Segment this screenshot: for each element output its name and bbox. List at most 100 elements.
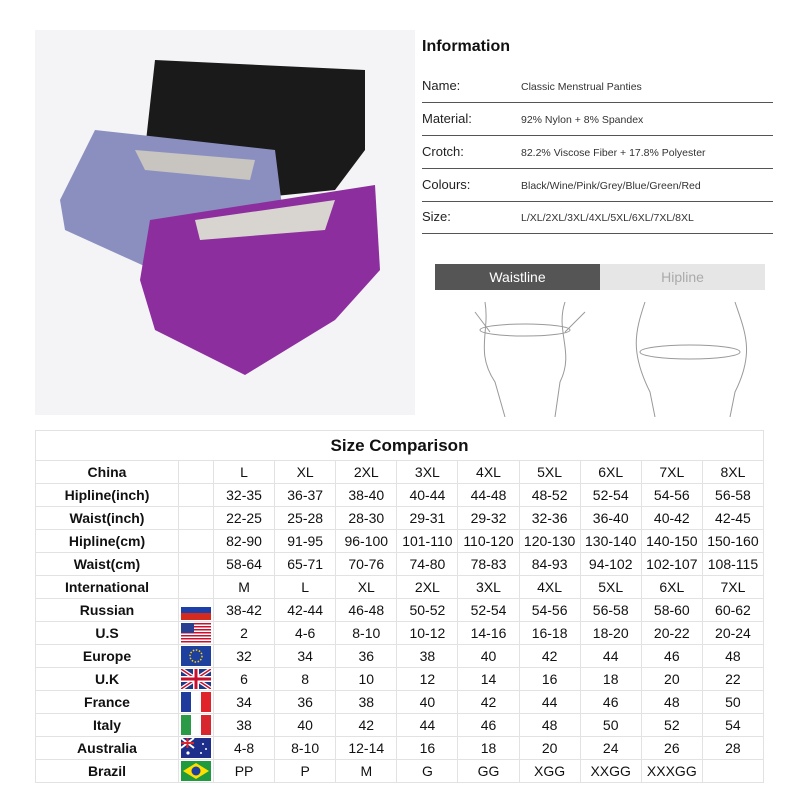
size-cell: 5XL — [579, 575, 642, 599]
size-cell: 94-102 — [579, 552, 642, 576]
size-cell: 16-18 — [518, 621, 581, 645]
size-cell: 46 — [579, 690, 642, 714]
table-row: Australia 4-8 8-10 12-14 16 18 20 24 26 28 — [35, 736, 765, 760]
row-label: U.K — [35, 667, 179, 691]
size-cell: 42-45 — [701, 506, 765, 530]
size-cell: 32 — [212, 644, 276, 668]
size-cell: 60-62 — [701, 598, 765, 622]
size-cell: 150-160 — [701, 529, 765, 553]
size-cell: XXGG — [579, 759, 642, 783]
row-label: France — [35, 690, 179, 714]
uk-flag-icon — [178, 667, 214, 691]
size-cell: 18-20 — [579, 621, 642, 645]
product-photo — [35, 30, 415, 415]
size-cell: XGG — [518, 759, 581, 783]
size-cell: L — [212, 460, 276, 484]
info-row-name: Name: Classic Menstrual Panties — [422, 72, 773, 103]
size-cell: 36 — [335, 644, 398, 668]
size-cell: 22 — [701, 667, 765, 691]
size-cell: 7XL — [701, 575, 765, 599]
size-cell: 24 — [579, 736, 642, 760]
size-cell: 54 — [701, 713, 765, 737]
size-cell: 6XL — [579, 460, 642, 484]
info-value: 82.2% Viscose Fiber + 17.8% Polyester — [521, 147, 706, 159]
size-cell: 38 — [335, 690, 398, 714]
table-row: U.K 6 8 10 12 14 16 18 20 22 — [35, 667, 765, 691]
usa-flag-icon — [178, 621, 214, 645]
size-cell: 48 — [701, 644, 765, 668]
info-label: Size: — [422, 209, 451, 224]
size-cell: 34 — [212, 690, 276, 714]
size-cell: 44 — [518, 690, 581, 714]
size-cell: 46 — [457, 713, 520, 737]
size-cell: 29-32 — [457, 506, 520, 530]
row-label: China — [35, 460, 179, 484]
size-cell: P — [274, 759, 337, 783]
table-row: Hipline(inch) 32-35 36-37 38-40 40-44 44-48 48… — [35, 483, 765, 507]
eu-flag-icon — [178, 644, 214, 668]
table-row: Italy 38 40 42 44 46 48 50 52 54 — [35, 713, 765, 737]
size-cell: 40 — [396, 690, 459, 714]
size-cell: 58-64 — [212, 552, 276, 576]
size-cell: 52-54 — [579, 483, 642, 507]
row-label: Hipline(cm) — [35, 529, 179, 553]
size-cell: G — [396, 759, 459, 783]
info-row-size: Size: L/XL/2XL/3XL/4XL/5XL/6XL/7XL/8XL — [422, 203, 773, 234]
size-cell: 2XL — [396, 575, 459, 599]
size-cell: 28-30 — [335, 506, 398, 530]
size-cell: 102-107 — [640, 552, 703, 576]
size-cell: 4-6 — [274, 621, 337, 645]
size-cell: 2XL — [335, 460, 398, 484]
size-cell: 140-150 — [640, 529, 703, 553]
size-cell: 10 — [335, 667, 398, 691]
size-cell: 6 — [212, 667, 276, 691]
tab-hipline: Hipline — [600, 264, 765, 290]
info-value: Black/Wine/Pink/Grey/Blue/Green/Red — [521, 180, 701, 192]
size-cell: 42 — [335, 713, 398, 737]
size-cell: 4XL — [457, 460, 520, 484]
flag-cell — [178, 483, 214, 507]
size-cell: 91-95 — [274, 529, 337, 553]
size-cell: 8-10 — [335, 621, 398, 645]
size-cell: 52-54 — [457, 598, 520, 622]
size-cell: 40-42 — [640, 506, 703, 530]
flag-cell — [178, 552, 214, 576]
size-cell: 22-25 — [212, 506, 276, 530]
table-row: Europe 32 34 36 38 40 42 44 46 48 — [35, 644, 765, 668]
size-cell: 38 — [396, 644, 459, 668]
table-row: Hipline(cm) 82-90 91-95 96-100 101-110 110-12… — [35, 529, 765, 553]
size-cell: 38 — [212, 713, 276, 737]
table-title: Size Comparison — [35, 430, 764, 461]
size-cell: 96-100 — [335, 529, 398, 553]
row-label: Waist(cm) — [35, 552, 179, 576]
brazil-flag-icon — [178, 759, 214, 783]
size-cell: 20-24 — [701, 621, 765, 645]
size-cell: 34 — [274, 644, 337, 668]
size-cell: 110-120 — [457, 529, 520, 553]
size-comparison-table: Size Comparison China L XL 2XL 3XL 4XL 5XL 6XL 7… — [35, 430, 765, 783]
size-cell: 36-37 — [274, 483, 337, 507]
row-label: International — [35, 575, 179, 599]
row-label: Hipline(inch) — [35, 483, 179, 507]
size-cell: XL — [335, 575, 398, 599]
size-cell: 56-58 — [579, 598, 642, 622]
size-cell: 4-8 — [212, 736, 276, 760]
size-cell: 50 — [701, 690, 765, 714]
size-cell: 40 — [457, 644, 520, 668]
size-cell: 44 — [579, 644, 642, 668]
info-row-material: Material: 92% Nylon + 8% Spandex — [422, 105, 773, 136]
australia-flag-icon — [178, 736, 214, 760]
size-cell: 50-52 — [396, 598, 459, 622]
size-cell: 25-28 — [274, 506, 337, 530]
size-cell: 10-12 — [396, 621, 459, 645]
table-row: U.S 2 4-6 8-10 10-12 14-16 16-18 18-20 20-22 20-2… — [35, 621, 765, 645]
size-cell: 6XL — [640, 575, 703, 599]
row-label: U.S — [35, 621, 179, 645]
size-cell: 18 — [457, 736, 520, 760]
size-cell: 42 — [518, 644, 581, 668]
size-cell: 32-36 — [518, 506, 581, 530]
size-cell: 36-40 — [579, 506, 642, 530]
size-cell: L — [274, 575, 337, 599]
flag-cell — [178, 506, 214, 530]
